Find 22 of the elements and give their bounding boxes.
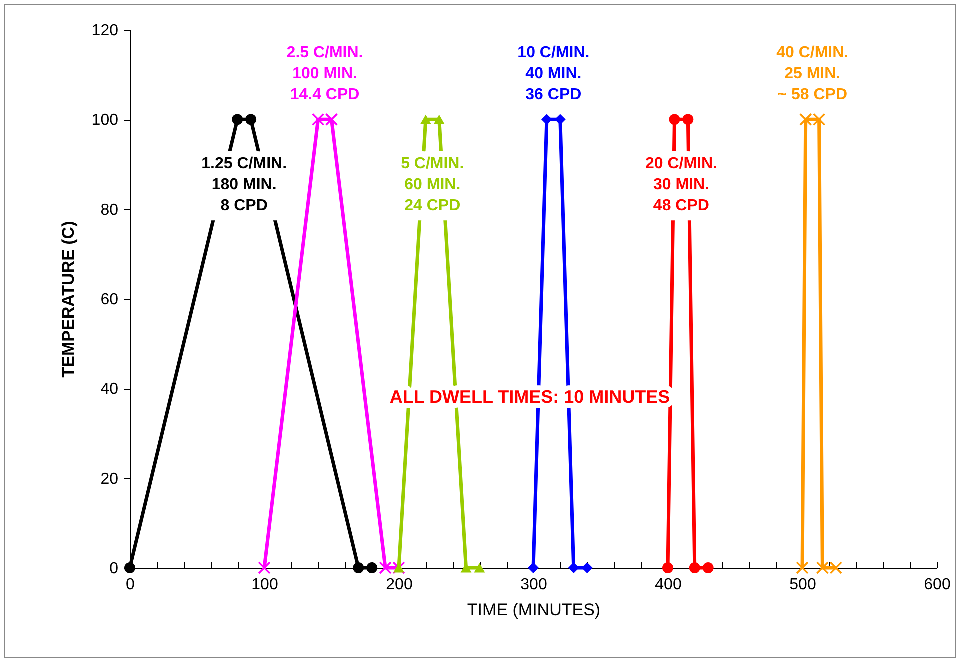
series-label: 10 C/MIN. 40 MIN. 36 CPD — [518, 44, 590, 104]
y-tick-label: 120 — [92, 22, 119, 40]
x-tick-label: 500 — [790, 576, 816, 594]
y-axis-title: TEMPERATURE (C) — [58, 221, 78, 378]
series-label: 2.5 C/MIN. 100 MIN. 14.4 CPD — [286, 44, 364, 104]
series-label: 20 C/MIN. 30 MIN. 48 CPD — [645, 156, 718, 215]
x-tick-label: 400 — [655, 576, 682, 594]
x-tick-label: 200 — [386, 576, 413, 594]
series-label: 5 C/MIN. 60 MIN. 24 CPD — [401, 156, 464, 215]
series-label: 1.25 C/MIN. 180 MIN. 8 CPD — [202, 156, 288, 215]
x-tick-label: 300 — [520, 576, 548, 594]
y-tick-label: 0 — [110, 560, 119, 578]
y-tick-label: 100 — [92, 112, 119, 130]
x-tick-label: 600 — [924, 576, 951, 594]
x-tick-label: 0 — [126, 576, 136, 594]
y-tick-label: 20 — [100, 470, 119, 488]
x-axis-title: TIME (MINUTES) — [467, 600, 601, 620]
y-tick-label: 60 — [100, 292, 119, 308]
series-label: 40 C/MIN. 25 MIN. ~ 58 CPD — [776, 44, 849, 104]
y-tick-label: 80 — [100, 202, 119, 219]
x-tick-label: 100 — [252, 576, 278, 594]
y-tick-label: 40 — [100, 381, 119, 398]
